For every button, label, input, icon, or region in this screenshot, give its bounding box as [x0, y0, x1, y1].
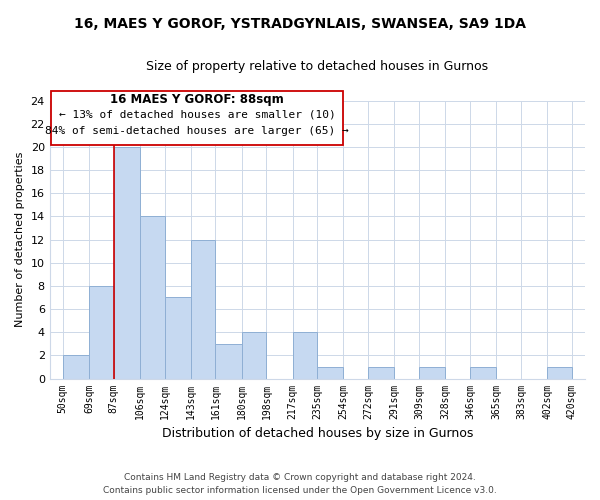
- Title: Size of property relative to detached houses in Gurnos: Size of property relative to detached ho…: [146, 60, 488, 73]
- Bar: [140, 216, 164, 378]
- Bar: [89, 286, 113, 378]
- Text: ← 13% of detached houses are smaller (10): ← 13% of detached houses are smaller (10…: [59, 110, 335, 120]
- Bar: [419, 367, 445, 378]
- Bar: [470, 367, 496, 378]
- Bar: [63, 356, 89, 378]
- Bar: [191, 240, 215, 378]
- X-axis label: Distribution of detached houses by size in Gurnos: Distribution of detached houses by size …: [161, 427, 473, 440]
- Bar: [547, 367, 572, 378]
- Bar: [317, 367, 343, 378]
- Y-axis label: Number of detached properties: Number of detached properties: [15, 152, 25, 327]
- Bar: [368, 367, 394, 378]
- Text: 84% of semi-detached houses are larger (65) →: 84% of semi-detached houses are larger (…: [46, 126, 349, 136]
- Text: Contains HM Land Registry data © Crown copyright and database right 2024.
Contai: Contains HM Land Registry data © Crown c…: [103, 474, 497, 495]
- Bar: [51, 92, 343, 144]
- Bar: [164, 298, 191, 378]
- Bar: [293, 332, 317, 378]
- Bar: [113, 147, 140, 378]
- Bar: [215, 344, 242, 378]
- Text: 16 MAES Y GOROF: 88sqm: 16 MAES Y GOROF: 88sqm: [110, 93, 284, 106]
- Text: 16, MAES Y GOROF, YSTRADGYNLAIS, SWANSEA, SA9 1DA: 16, MAES Y GOROF, YSTRADGYNLAIS, SWANSEA…: [74, 18, 526, 32]
- Bar: [242, 332, 266, 378]
